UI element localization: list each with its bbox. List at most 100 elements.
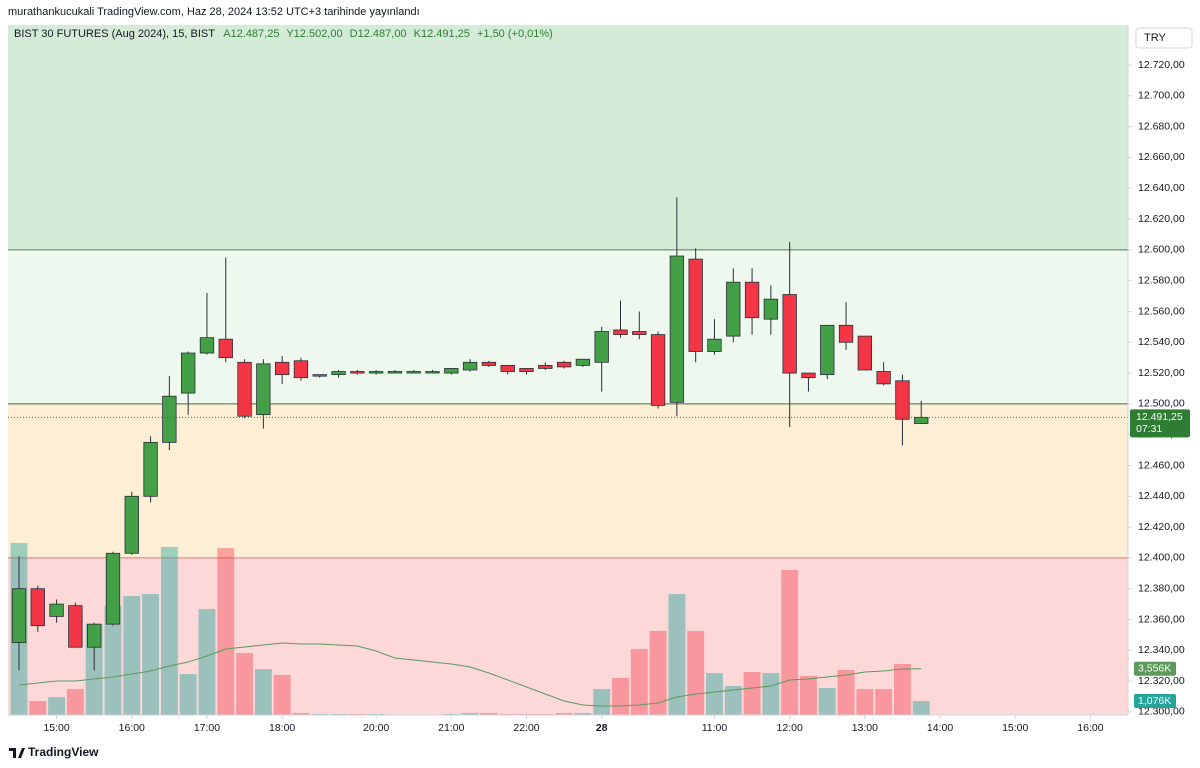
candle-body <box>30 588 45 627</box>
logo-text: TradingView <box>28 745 99 759</box>
volume-bar <box>706 672 723 715</box>
volume-bar <box>781 570 799 715</box>
volume-bar <box>311 713 329 715</box>
volume-bar <box>856 688 874 715</box>
volume-bar <box>198 609 216 715</box>
y-tick-label: 12.600,00 <box>1138 244 1185 256</box>
candle-body <box>444 368 459 374</box>
candle-body <box>820 324 835 376</box>
candle-body <box>350 371 365 374</box>
volume-bar <box>254 669 272 715</box>
currency[interactable]: TRY <box>1144 32 1166 44</box>
x-tick-label: 13:00 <box>852 722 878 734</box>
candle-body <box>669 255 685 403</box>
x-tick-label: 15:00 <box>1002 722 1028 734</box>
candle-body <box>331 371 346 376</box>
x-tick-label: 22:00 <box>513 722 539 734</box>
logo-icon <box>9 748 25 758</box>
y-tick-label: 12.660,00 <box>1138 151 1185 163</box>
zone <box>8 403 1128 558</box>
candle-body <box>274 361 290 376</box>
volume-bar <box>743 671 761 715</box>
candle-body <box>688 258 703 352</box>
y-tick-label: 12.320,00 <box>1138 675 1185 687</box>
candle-body <box>256 363 271 416</box>
candle-body <box>575 358 591 366</box>
change: +1,50 (+0,01%) <box>477 28 553 40</box>
volume-bar <box>273 674 291 715</box>
volume-bar <box>29 700 47 715</box>
candle-body <box>538 364 553 369</box>
candle-body <box>613 329 628 335</box>
volume-bar <box>818 688 836 715</box>
y-tick-label: 12.360,00 <box>1138 613 1185 625</box>
candle-body <box>293 360 309 379</box>
y-tick-label: 12.380,00 <box>1138 582 1185 594</box>
candle-body <box>914 416 929 424</box>
volume-bar <box>480 712 498 715</box>
y-tick-label: 12.560,00 <box>1138 305 1185 317</box>
candle-body <box>594 331 609 363</box>
x-tick-label: 28 <box>596 722 608 734</box>
x-tick-label: 18:00 <box>269 722 295 734</box>
y-tick-label: 12.540,00 <box>1138 336 1185 348</box>
volume-bar <box>912 701 930 715</box>
candle-body <box>857 335 873 371</box>
volume-bar <box>142 593 160 715</box>
currency-box[interactable] <box>1135 27 1193 49</box>
y-tick-label: 12.300,00 <box>1138 706 1185 718</box>
volume-bar <box>574 712 592 715</box>
volume-box <box>1134 694 1176 709</box>
volume-bar <box>593 688 611 715</box>
y-tick-label: 12.580,00 <box>1138 274 1185 286</box>
symbol-title: BIST 30 FUTURES (Aug 2024), 15, BIST <box>14 28 215 40</box>
volume-bar <box>348 713 366 715</box>
candle-body <box>49 603 64 617</box>
ohlc-open: A12.487,25 <box>223 28 279 40</box>
y-tick-label: 12.620,00 <box>1138 213 1185 225</box>
x-tick-label: 17:00 <box>194 722 220 734</box>
volume-bar <box>123 595 141 715</box>
volume-bar <box>236 652 254 715</box>
volume-bar <box>104 605 122 715</box>
candle-body <box>312 374 327 377</box>
candle-body <box>199 337 215 354</box>
volume-bar <box>612 678 629 715</box>
candle-body <box>801 372 816 379</box>
volume-bar <box>893 663 911 715</box>
volume-label: 1,076K <box>1138 695 1171 707</box>
candle-body <box>11 588 27 644</box>
candle-body <box>368 371 384 374</box>
y-tick-label: 12.440,00 <box>1138 490 1185 502</box>
candle-body <box>519 368 534 372</box>
x-tick-label: 11:00 <box>702 722 728 734</box>
candle-body <box>425 371 440 374</box>
x-tick-label: 21:00 <box>438 722 464 734</box>
volume-bar <box>217 548 235 715</box>
candle-body <box>105 552 121 625</box>
y-tick-label: 12.460,00 <box>1138 459 1185 471</box>
ohlc-close: K12.491,25 <box>414 28 470 40</box>
volume-bar <box>649 630 667 715</box>
x-tick-label: 12:00 <box>777 722 803 734</box>
volume-bar <box>499 713 517 715</box>
countdown: 07:31 <box>1136 423 1162 435</box>
candle-body <box>481 361 497 366</box>
y-tick-label: 12.500,00 <box>1138 398 1185 410</box>
candle-body <box>650 334 666 406</box>
ohlc-high: Y12.502,00 <box>286 28 342 40</box>
candle-body <box>763 298 779 320</box>
x-tick-label: 15:00 <box>43 722 69 734</box>
x-tick-label: 16:00 <box>1077 722 1103 734</box>
volume-bar <box>762 672 780 715</box>
volume-bar <box>630 649 648 715</box>
volume-bar <box>292 712 310 715</box>
volume-bar <box>518 713 535 715</box>
volume-bar <box>442 713 460 715</box>
candle-body <box>556 361 572 368</box>
candle-body <box>707 338 722 352</box>
volume-ma-line <box>18 642 922 707</box>
volume-bar <box>799 676 817 715</box>
chart-pane <box>8 25 1128 715</box>
